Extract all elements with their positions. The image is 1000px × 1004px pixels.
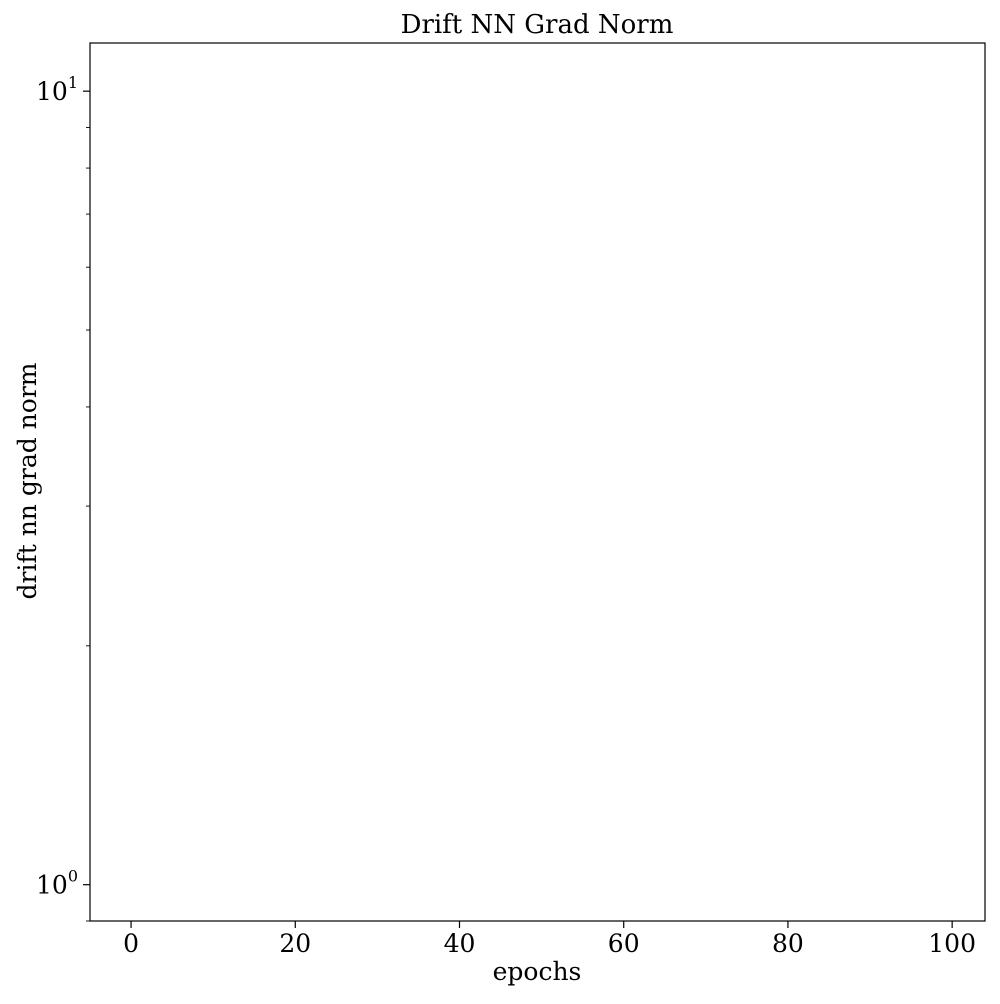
x-tick-label: 100: [928, 929, 976, 958]
plot-area-frame: [89, 42, 986, 922]
x-tick-label: 60: [608, 929, 640, 958]
y-axis-label: drift nn grad norm: [13, 362, 42, 599]
chart-title: Drift NN Grad Norm: [401, 10, 674, 40]
x-tick-label: 40: [444, 929, 476, 958]
x-tick-label: 80: [772, 929, 804, 958]
x-axis-label: epochs: [493, 957, 582, 986]
x-axis-ticks: 0 20 40 60 80 100: [123, 921, 976, 958]
y-axis-ticks: 100 101: [36, 73, 90, 922]
x-tick-label: 20: [279, 929, 311, 958]
x-tick-label: 0: [123, 929, 139, 958]
y-tick-label: 101: [36, 73, 78, 106]
y-tick-label: 100: [36, 867, 78, 900]
